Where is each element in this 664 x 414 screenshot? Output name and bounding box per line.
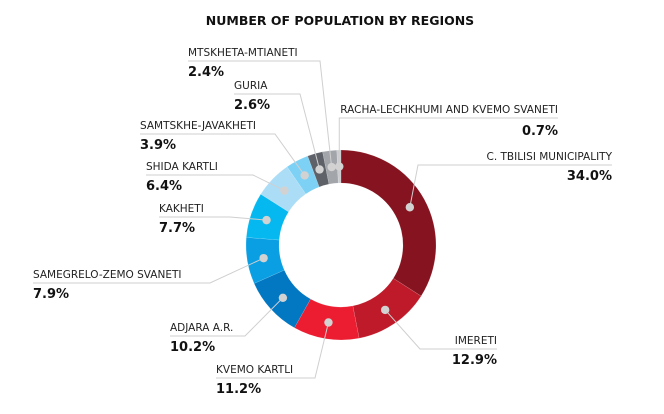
slice-marker-dot <box>262 215 271 225</box>
slice-marker-dot <box>259 253 268 263</box>
slice-marker-dot <box>327 162 336 172</box>
leader-line <box>338 117 558 167</box>
slice-marker-dot <box>405 203 415 212</box>
slice-marker-dot <box>380 305 390 315</box>
slice-label: SAMTSKHE-JAVAKHETI <box>140 120 256 132</box>
slice-marker-dot <box>315 165 324 174</box>
slice-value-label: 34.0% <box>567 169 612 184</box>
leader-line <box>384 309 497 350</box>
slice-label: SHIDA KARTLI <box>146 161 218 173</box>
slice-marker-dot <box>300 171 309 180</box>
leader-line <box>140 133 306 176</box>
slice-marker-dot <box>324 318 333 327</box>
slice-value-label: 3.9% <box>140 138 176 153</box>
slice-value-label: 10.2% <box>170 340 215 355</box>
slice-label: IMERETI <box>455 335 497 347</box>
slice-label: C. TBILISI MUNICIPALITY <box>486 151 612 163</box>
slice-label: KVEMO KARTLI <box>216 364 293 376</box>
slice-c-tbilisi-municipality[interactable] <box>340 149 437 297</box>
slice-value-label: 12.9% <box>452 353 497 368</box>
slice-value-label: 2.6% <box>234 98 270 113</box>
slice-value-label: 6.4% <box>146 179 182 194</box>
leader-line <box>234 93 321 170</box>
slice-value-label: 0.7% <box>522 124 558 139</box>
leader-line <box>188 60 333 168</box>
slice-label: RACHA-LECHKHUMI AND KVEMO SVANETI <box>340 104 558 116</box>
leader-line <box>33 257 264 284</box>
leaders-group <box>33 60 612 379</box>
slice-label: GURIA <box>234 80 268 92</box>
chart-title: NUMBER OF POPULATION BY REGIONS <box>206 13 474 28</box>
slice-value-label: 11.2% <box>216 382 261 397</box>
slice-value-label: 7.7% <box>159 221 195 236</box>
leader-line <box>146 174 285 192</box>
leader-line <box>409 164 612 208</box>
slice-marker-dot <box>280 186 289 195</box>
slice-marker-dot <box>278 293 288 302</box>
slice-label: MTSKHETA-MTIANETI <box>188 47 298 59</box>
labels-group: C. TBILISI MUNICIPALITY 34.0% IMERETI 12.9%… <box>33 47 613 397</box>
slice-label: KAKHETI <box>159 203 204 215</box>
slice-value-label: 7.9% <box>33 287 69 302</box>
leader-line <box>216 322 329 379</box>
slice-marker-dot <box>335 162 344 171</box>
leader-line <box>159 216 267 221</box>
slice-label: ADJARA A.R. <box>170 322 233 334</box>
leader-line <box>170 297 284 337</box>
slices-group <box>245 149 437 341</box>
slice-value-label: 2.4% <box>188 65 224 80</box>
slice-label: SAMEGRELO-ZEMO SVANETI <box>33 269 181 281</box>
